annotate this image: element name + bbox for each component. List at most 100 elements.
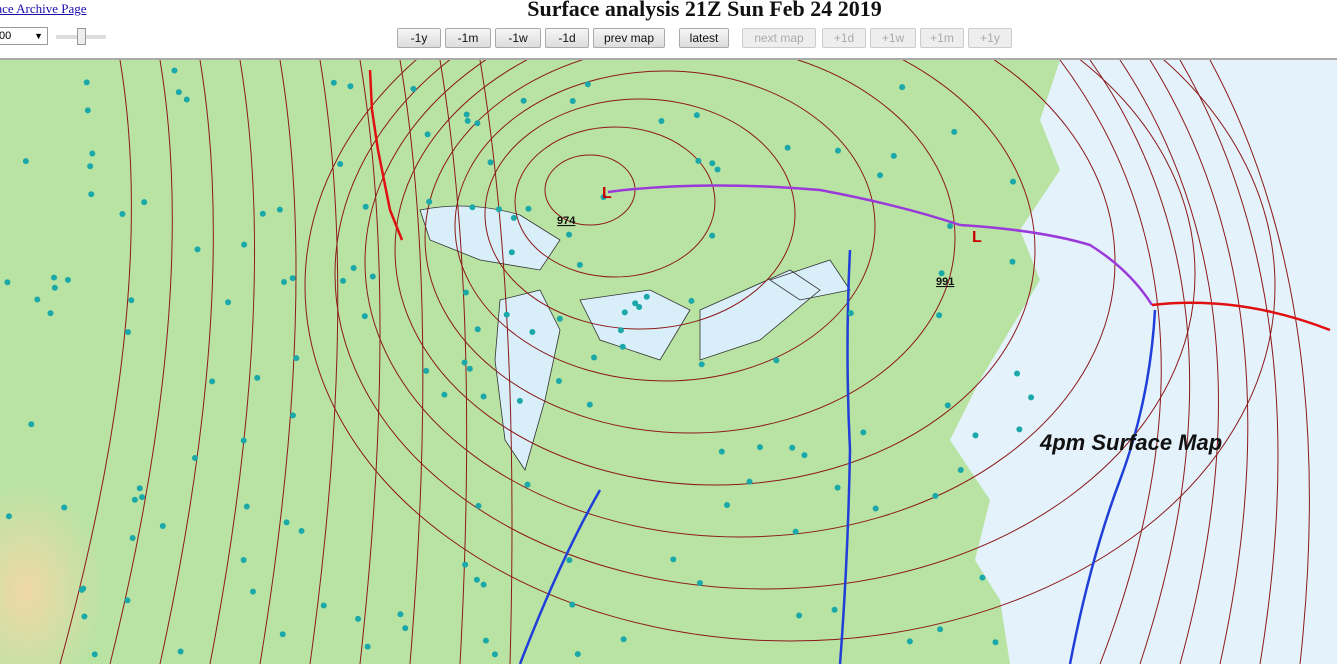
station-marker: [466, 365, 473, 372]
surface-archive-link[interactable]: face Archive Page: [0, 1, 87, 16]
station-marker: [22, 158, 29, 165]
low-symbol: L: [602, 185, 612, 202]
station-marker: [355, 615, 362, 622]
station-marker: [600, 194, 607, 201]
station-marker: [510, 214, 517, 221]
station-marker: [1028, 394, 1035, 401]
station-marker: [773, 357, 780, 364]
station-marker: [938, 270, 945, 277]
nav-button-plus1w[interactable]: +1w: [870, 28, 916, 48]
nav-button-prevminusmap[interactable]: prev map: [593, 28, 665, 48]
ocean-area: [950, 60, 1337, 664]
station-marker: [872, 505, 879, 512]
zoom-slider[interactable]: [56, 28, 106, 45]
station-marker: [688, 297, 695, 304]
nav-button-latest[interactable]: latest: [679, 28, 729, 48]
station-marker: [709, 232, 716, 239]
station-marker: [525, 205, 532, 212]
station-marker: [979, 574, 986, 581]
station-marker: [574, 651, 581, 658]
station-marker: [474, 120, 481, 127]
zoom-select[interactable]: 00 ▼: [0, 27, 48, 45]
station-marker: [508, 249, 515, 256]
station-marker: [128, 297, 135, 304]
station-marker: [475, 502, 482, 509]
isobar: [334, 60, 1196, 590]
station-marker: [621, 309, 628, 316]
cold-front-south: [518, 489, 602, 664]
title-text: Surface analysis 21Z Sun Feb 24 2019: [527, 0, 882, 21]
nav-button-minus1w[interactable]: -1w: [495, 28, 541, 48]
station-marker: [1009, 258, 1016, 265]
station-marker: [34, 296, 41, 303]
station-marker: [632, 300, 639, 307]
station-marker: [191, 454, 198, 461]
chevron-down-icon: ▼: [34, 31, 43, 41]
station-marker: [718, 448, 725, 455]
station-marker: [243, 503, 250, 510]
station-marker: [225, 299, 232, 306]
station-marker: [175, 89, 182, 96]
station-marker: [474, 326, 481, 333]
station-marker: [516, 397, 523, 404]
station-marker: [362, 203, 369, 210]
stationary-front: [368, 69, 404, 241]
station-marker: [87, 163, 94, 170]
station-marker: [834, 147, 841, 154]
station-marker: [617, 327, 624, 334]
station-marker: [784, 144, 791, 151]
station-marker: [194, 246, 201, 253]
page-title: Surface analysis 21Z Sun Feb 24 2019: [0, 0, 1337, 22]
station-marker: [136, 485, 143, 492]
station-marker: [402, 625, 409, 632]
station-marker: [847, 310, 854, 317]
station-marker: [992, 639, 999, 646]
station-marker: [28, 421, 35, 428]
isobar: [514, 126, 716, 278]
station-marker: [714, 166, 721, 173]
station-marker: [83, 79, 90, 86]
station-marker: [293, 355, 300, 362]
nav-button-minus1y[interactable]: -1y: [397, 28, 441, 48]
station-marker: [330, 79, 337, 86]
isobar: [109, 60, 173, 664]
station-marker: [555, 378, 562, 385]
station-marker: [890, 152, 897, 159]
slider-thumb[interactable]: [77, 28, 86, 45]
nav-button-plus1y[interactable]: +1y: [968, 28, 1012, 48]
station-marker: [320, 602, 327, 609]
station-marker: [279, 631, 286, 638]
station-marker: [957, 466, 964, 473]
station-marker: [51, 274, 58, 281]
station-marker: [131, 496, 138, 503]
isobar: [159, 60, 214, 664]
nav-button-minus1d[interactable]: -1d: [545, 28, 589, 48]
station-marker: [1010, 178, 1017, 185]
station-marker: [350, 264, 357, 271]
station-marker: [177, 648, 184, 655]
isobar: [304, 60, 1276, 642]
station-marker: [576, 261, 583, 268]
station-marker: [369, 273, 376, 280]
nav-button-minus1m[interactable]: -1m: [445, 28, 491, 48]
station-marker: [89, 150, 96, 157]
nav-button-plus1m[interactable]: +1m: [920, 28, 964, 48]
station-marker: [724, 501, 731, 508]
isobar: [399, 60, 424, 664]
station-marker: [423, 367, 430, 374]
station-marker: [524, 481, 531, 488]
station-marker: [337, 160, 344, 167]
station-marker: [84, 107, 91, 114]
station-marker: [64, 276, 71, 283]
cold-front-central: [838, 249, 852, 664]
station-marker: [125, 329, 132, 336]
station-marker: [361, 313, 368, 320]
station-marker: [584, 81, 591, 88]
station-marker: [51, 284, 58, 291]
warm-front: [1151, 301, 1331, 332]
station-marker: [746, 478, 753, 485]
nav-button-plus1d[interactable]: +1d: [822, 28, 866, 48]
station-marker: [951, 128, 958, 135]
nav-button-nextminusmap[interactable]: next map: [742, 28, 816, 48]
isobar: [1089, 60, 1191, 664]
